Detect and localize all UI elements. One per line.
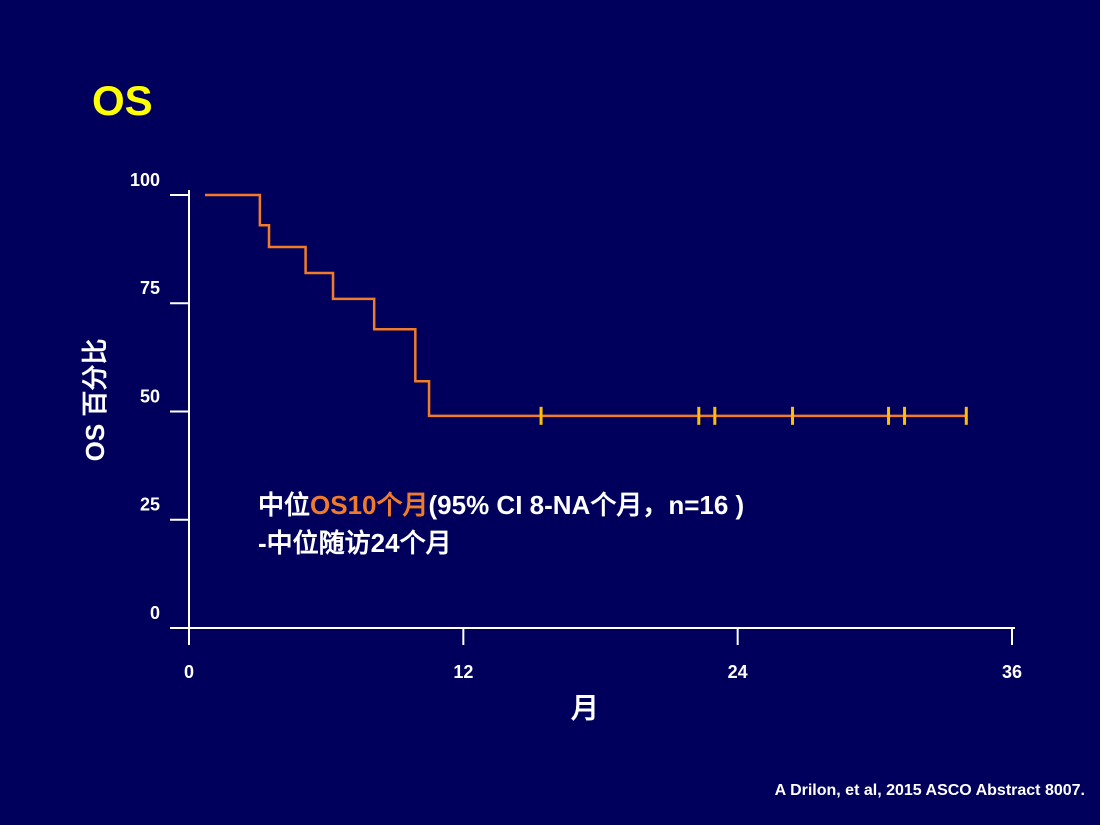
annotation-text: (95% CI 8-NA个月，n=16 ) xyxy=(429,490,745,520)
y-axis-label: OS 百分比 xyxy=(80,339,110,462)
annotation-text: 中位 xyxy=(258,490,310,520)
x-tick-label: 0 xyxy=(184,662,194,682)
x-tick-label: 24 xyxy=(728,662,748,682)
source-note: A Drilon, et al, 2015 ASCO Abstract 8007… xyxy=(775,782,1085,799)
annotation-line: 中位OS10个月(95% CI 8-NA个月，n=16 ) xyxy=(258,490,744,520)
annotation-text: -中位随访24个月 xyxy=(258,528,452,558)
y-tick-label: 50 xyxy=(140,386,160,406)
y-tick-label: 0 xyxy=(150,603,160,623)
y-tick-label: 75 xyxy=(140,278,160,298)
y-tick-label: 100 xyxy=(130,170,160,190)
x-axis-label: 月 xyxy=(570,692,599,723)
y-tick-label: 25 xyxy=(140,495,160,515)
survival-line xyxy=(205,193,967,418)
x-tick-label: 12 xyxy=(453,662,473,682)
annotation-text: OS10个月 xyxy=(310,490,429,520)
x-tick-label: 36 xyxy=(1002,662,1022,682)
chart-title: OS xyxy=(92,77,153,124)
annotation-line: -中位随访24个月 xyxy=(258,528,452,558)
